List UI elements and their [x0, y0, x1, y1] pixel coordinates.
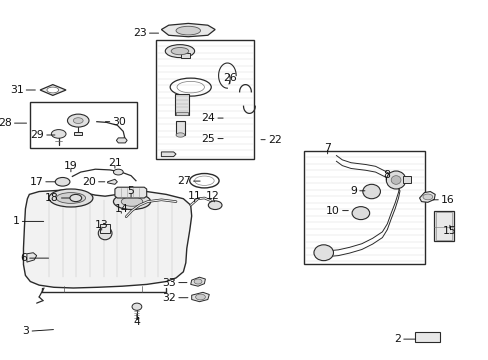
Text: 29: 29	[30, 130, 44, 140]
Bar	[176, 121, 184, 135]
Ellipse shape	[176, 133, 184, 137]
Text: 2: 2	[393, 334, 400, 344]
Text: 5: 5	[127, 186, 134, 196]
Text: 28: 28	[0, 118, 12, 128]
Bar	[156, 40, 254, 159]
Text: 21: 21	[108, 158, 122, 168]
Ellipse shape	[176, 26, 200, 35]
Polygon shape	[115, 187, 146, 198]
Text: 12: 12	[205, 191, 219, 201]
Text: 14: 14	[114, 204, 128, 214]
Bar	[414, 332, 439, 342]
Text: 20: 20	[82, 177, 96, 187]
Text: 30: 30	[112, 117, 126, 127]
Ellipse shape	[422, 194, 432, 200]
Ellipse shape	[390, 176, 400, 184]
Text: 10: 10	[325, 206, 339, 216]
Bar	[175, 94, 188, 115]
Bar	[74, 132, 82, 135]
Ellipse shape	[313, 245, 333, 261]
Ellipse shape	[51, 130, 66, 138]
Ellipse shape	[362, 184, 380, 199]
Bar	[304, 151, 425, 264]
Text: 8: 8	[382, 170, 389, 180]
Text: 31: 31	[10, 85, 23, 95]
Text: 7: 7	[324, 143, 330, 153]
Bar	[30, 102, 137, 148]
Ellipse shape	[49, 189, 93, 207]
Text: 15: 15	[442, 226, 456, 236]
Bar	[435, 212, 451, 240]
Text: 16: 16	[440, 195, 454, 205]
Text: 25: 25	[201, 134, 215, 144]
Ellipse shape	[386, 171, 405, 189]
Text: 24: 24	[201, 113, 215, 123]
Ellipse shape	[73, 118, 83, 123]
Polygon shape	[40, 85, 66, 95]
Polygon shape	[419, 192, 434, 202]
Text: 22: 22	[267, 135, 281, 145]
Text: 13: 13	[95, 220, 108, 230]
Ellipse shape	[55, 177, 70, 186]
Ellipse shape	[56, 193, 85, 203]
Ellipse shape	[171, 48, 188, 55]
Ellipse shape	[132, 303, 142, 310]
Polygon shape	[190, 277, 205, 286]
Bar	[100, 224, 110, 233]
Ellipse shape	[113, 194, 150, 210]
Text: 9: 9	[349, 186, 356, 196]
Ellipse shape	[351, 207, 369, 220]
Polygon shape	[191, 292, 209, 302]
Bar	[403, 176, 410, 183]
Text: 32: 32	[162, 293, 176, 303]
Polygon shape	[27, 253, 37, 262]
Ellipse shape	[70, 194, 81, 202]
Text: 18: 18	[45, 193, 59, 203]
Text: 27: 27	[177, 176, 190, 186]
Polygon shape	[23, 190, 191, 288]
Polygon shape	[161, 23, 215, 37]
Ellipse shape	[98, 227, 112, 240]
Bar	[176, 112, 187, 115]
Text: 17: 17	[29, 177, 43, 187]
Ellipse shape	[67, 114, 89, 127]
Ellipse shape	[113, 169, 123, 175]
Polygon shape	[107, 179, 117, 184]
Text: 3: 3	[22, 326, 29, 336]
Polygon shape	[161, 152, 176, 157]
Text: 26: 26	[223, 73, 236, 84]
Text: 4: 4	[133, 317, 140, 327]
Bar	[181, 53, 189, 58]
Text: 33: 33	[162, 278, 176, 288]
Ellipse shape	[47, 87, 59, 93]
Text: 19: 19	[64, 161, 78, 171]
Ellipse shape	[194, 279, 202, 284]
Text: 11: 11	[187, 191, 201, 201]
Ellipse shape	[121, 197, 142, 206]
Ellipse shape	[208, 201, 222, 210]
Text: 6: 6	[20, 253, 27, 263]
Bar	[433, 211, 453, 241]
Ellipse shape	[165, 45, 194, 58]
Polygon shape	[116, 138, 127, 143]
Text: 23: 23	[133, 28, 146, 38]
Text: 1: 1	[13, 216, 20, 226]
Ellipse shape	[195, 294, 205, 300]
